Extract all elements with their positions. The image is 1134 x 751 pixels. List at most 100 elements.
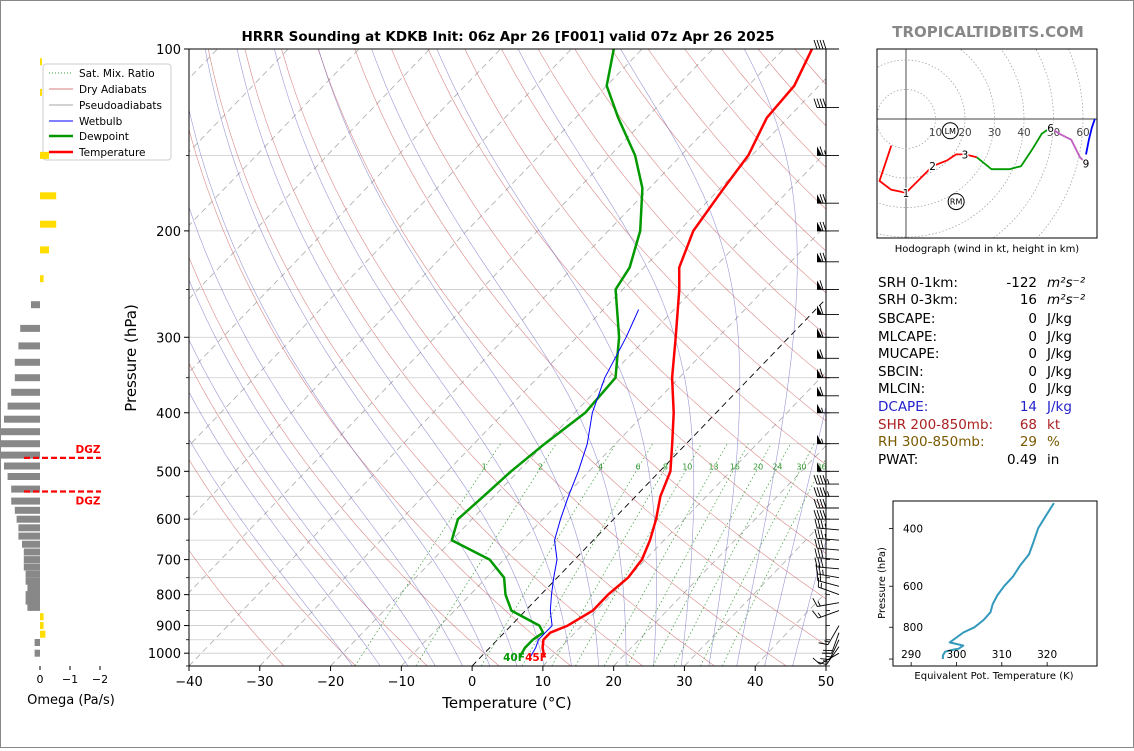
barb-full xyxy=(820,499,823,508)
omega-bar xyxy=(22,541,40,548)
barb-full xyxy=(814,40,817,49)
barb-full xyxy=(817,510,820,519)
stat-unit-rh: % xyxy=(1047,434,1060,450)
omega-xtick-label: 0 xyxy=(37,673,44,686)
isotherm-line xyxy=(189,49,784,666)
omega-bar xyxy=(15,374,40,381)
surface-dewpoint-label: 40F xyxy=(503,652,525,664)
omega-bar xyxy=(8,403,40,410)
omega-bar xyxy=(8,473,40,480)
barb-half xyxy=(822,408,824,413)
hodograph-caption: Hodograph (wind in kt, height in km) xyxy=(895,244,1080,255)
skewt-ytick-label: 200 xyxy=(156,225,181,240)
dewpoint-line xyxy=(452,49,643,657)
omega-bar xyxy=(40,221,56,228)
barb-full xyxy=(820,659,829,660)
skewt-ytick-label: 300 xyxy=(156,331,181,346)
stat-label-mucape: MUCAPE: xyxy=(878,346,939,362)
stat-value-sbcin: 0 xyxy=(1028,364,1037,380)
barb-staff xyxy=(828,626,839,645)
omega-bar xyxy=(20,325,40,332)
isotherm-line xyxy=(472,49,1067,666)
skewt-xtick-label: 20 xyxy=(605,675,622,690)
barb-full xyxy=(817,487,820,496)
stat-value-sbcape: 0 xyxy=(1028,311,1037,327)
wind-barb xyxy=(817,435,839,444)
stat-label-sbcin: SBCIN: xyxy=(878,364,924,380)
omega-bar xyxy=(26,591,40,598)
stat-value-mlcape: 0 xyxy=(1028,329,1037,345)
stat-value-mlcin: 0 xyxy=(1028,381,1037,397)
barb-half xyxy=(822,439,824,444)
barb-staff xyxy=(817,567,839,569)
pseudoadiabat-line xyxy=(372,49,626,666)
isotherm-line xyxy=(755,49,1133,666)
mixing-ratio-label: 2 xyxy=(538,462,543,471)
barb-half xyxy=(823,570,824,575)
stat-unit-dcape: J/kg xyxy=(1046,399,1072,415)
omega-bar xyxy=(35,639,40,646)
wind-barb xyxy=(817,328,839,337)
stat-label-mlcape: MLCAPE: xyxy=(878,329,937,345)
stat-unit-shr: kt xyxy=(1047,417,1060,433)
barb-full xyxy=(815,548,817,557)
omega-bar xyxy=(35,650,40,657)
wind-barb xyxy=(818,578,839,595)
mixing-ratio-label: 1 xyxy=(482,462,487,471)
skewt-ytick-label: 600 xyxy=(156,513,181,528)
theta-e-xlabel: Equivalent Pot. Temperature (K) xyxy=(914,671,1073,682)
barb-full xyxy=(818,549,820,558)
omega-bar xyxy=(26,578,40,585)
dry-adiabat-line xyxy=(795,49,1133,666)
theta-e-line xyxy=(943,503,1054,659)
wind-barb xyxy=(817,647,839,665)
omega-bar xyxy=(40,622,44,629)
legend-label-pseudo: Pseudoadiabats xyxy=(79,100,162,112)
skewt-ytick-label: 400 xyxy=(156,407,181,422)
pseudoadiabat-line xyxy=(177,49,489,666)
skewt-xtick-label: 40 xyxy=(747,675,764,690)
wind-barb xyxy=(817,280,839,289)
barb-full xyxy=(823,40,826,49)
theta-e-xtick-label: 300 xyxy=(946,649,966,661)
hodograph-ring-label: 60 xyxy=(1076,127,1089,139)
omega-bar xyxy=(11,389,40,396)
legend: Sat. Mix. Ratio Dry Adiabats Pseudoadiab… xyxy=(43,64,171,160)
barb-half xyxy=(828,479,830,484)
wind-barb xyxy=(815,539,839,550)
theta-e-xtick-label: 310 xyxy=(992,649,1012,661)
skewt-ytick-label: 800 xyxy=(156,589,181,604)
stat-unit-srh01: m²s⁻² xyxy=(1047,275,1086,291)
barb-staff xyxy=(817,528,839,530)
omega-bar xyxy=(4,463,40,470)
omega-bar xyxy=(40,58,42,65)
legend-label-dry: Dry Adiabats xyxy=(79,84,147,96)
surface-temperature-label: 45F xyxy=(525,652,547,664)
stat-label-rh: RH 300-850mb: xyxy=(878,434,985,450)
dry-adiabat-line xyxy=(428,49,1073,666)
barb-full xyxy=(820,475,823,484)
barb-full xyxy=(820,40,823,49)
pseudoadiabat-line xyxy=(319,49,599,666)
skewt-xtick-label: −10 xyxy=(388,675,415,690)
pseudoadiabat-line xyxy=(737,49,798,666)
isotherm-line xyxy=(118,49,713,666)
omega-bar xyxy=(40,275,44,282)
dgz-label: DGZ xyxy=(76,444,101,456)
omega-bar xyxy=(24,549,40,556)
mixing-ratio-label: 8 xyxy=(663,462,668,471)
barb-half xyxy=(824,641,829,642)
barb-full xyxy=(820,487,823,496)
wetbulb-line xyxy=(530,310,638,657)
hodograph-ring-label: 20 xyxy=(958,127,971,139)
skewt-ytick-label: 1000 xyxy=(148,647,181,662)
barb-full xyxy=(821,530,823,539)
wind-barb xyxy=(815,519,839,530)
omega-bar xyxy=(40,613,44,620)
barb-half xyxy=(818,601,820,606)
skewt-frame xyxy=(189,49,826,666)
mixing-ratio-label: 30 xyxy=(796,462,806,471)
barb-full xyxy=(817,499,820,508)
barb-staff xyxy=(830,640,839,660)
